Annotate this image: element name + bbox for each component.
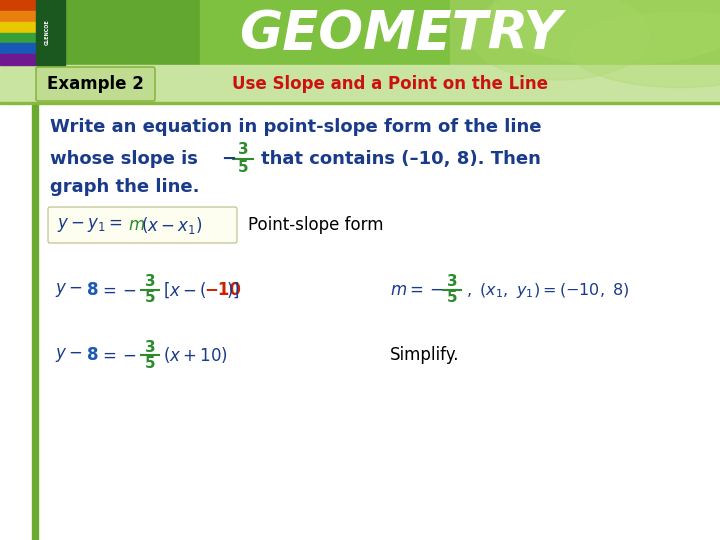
Text: 5: 5 [238, 160, 248, 176]
Bar [0, 22, 36, 32]
Bar [200, 0, 720, 65]
Text: 3: 3 [145, 274, 156, 289]
Bar [0, 0, 720, 65]
Text: 5: 5 [145, 355, 156, 370]
Bar [36, 0, 65, 65]
Text: $[x - ($: $[x - ($ [163, 280, 207, 300]
Bar [0, 11, 36, 22]
Bar [0, 102, 720, 104]
Text: 5: 5 [145, 291, 156, 306]
Text: −10: −10 [204, 281, 241, 299]
Text: 3: 3 [145, 340, 156, 354]
Text: $(x - x_1)$: $(x - x_1)$ [141, 214, 202, 235]
Bar [0, 65, 720, 103]
Bar [0, 105, 720, 540]
Text: graph the line.: graph the line. [50, 178, 199, 196]
Bar [0, 43, 36, 54]
Bar [0, 54, 36, 65]
Ellipse shape [470, 0, 650, 80]
Bar [32, 105, 38, 540]
Text: GEOMETRY: GEOMETRY [239, 8, 562, 60]
Text: Write an equation in point-slope form of the line: Write an equation in point-slope form of… [50, 118, 541, 136]
Ellipse shape [570, 12, 720, 87]
Text: that contains (–10, 8). Then: that contains (–10, 8). Then [261, 150, 541, 168]
Text: $m = -$: $m = -$ [390, 281, 444, 299]
Text: $y - y_1 = $: $y - y_1 = $ [57, 216, 123, 234]
Bar [450, 0, 720, 65]
Bar [0, 32, 36, 43]
Text: 3: 3 [446, 274, 457, 289]
Text: Use Slope and a Point on the Line: Use Slope and a Point on the Line [232, 75, 548, 93]
Text: Point-slope form: Point-slope form [248, 216, 384, 234]
Text: $y - $: $y - $ [55, 346, 83, 364]
Text: GLENCOE: GLENCOE [45, 19, 49, 45]
Text: $,\ (x_1,\ y_1) = (-10,\ 8)$: $,\ (x_1,\ y_1) = (-10,\ 8)$ [466, 280, 629, 300]
Text: $= -$: $= -$ [99, 281, 137, 299]
Text: $(x + 10)$: $(x + 10)$ [163, 345, 228, 365]
Text: 5: 5 [446, 291, 457, 306]
Bar [0, 0, 36, 11]
Text: whose slope is: whose slope is [50, 150, 198, 168]
FancyBboxPatch shape [36, 67, 155, 101]
Text: 8: 8 [87, 346, 99, 364]
FancyBboxPatch shape [48, 207, 237, 243]
Text: Example 2: Example 2 [47, 75, 144, 93]
Text: 8: 8 [87, 281, 99, 299]
Text: 3: 3 [238, 143, 248, 158]
Text: −: − [222, 150, 237, 168]
Text: $= -$: $= -$ [99, 346, 137, 364]
Text: $)]$: $)]$ [226, 280, 240, 300]
Ellipse shape [490, 0, 720, 65]
Text: $m$: $m$ [128, 216, 145, 234]
Text: Simplify.: Simplify. [390, 346, 459, 364]
Text: $y - $: $y - $ [55, 281, 83, 299]
